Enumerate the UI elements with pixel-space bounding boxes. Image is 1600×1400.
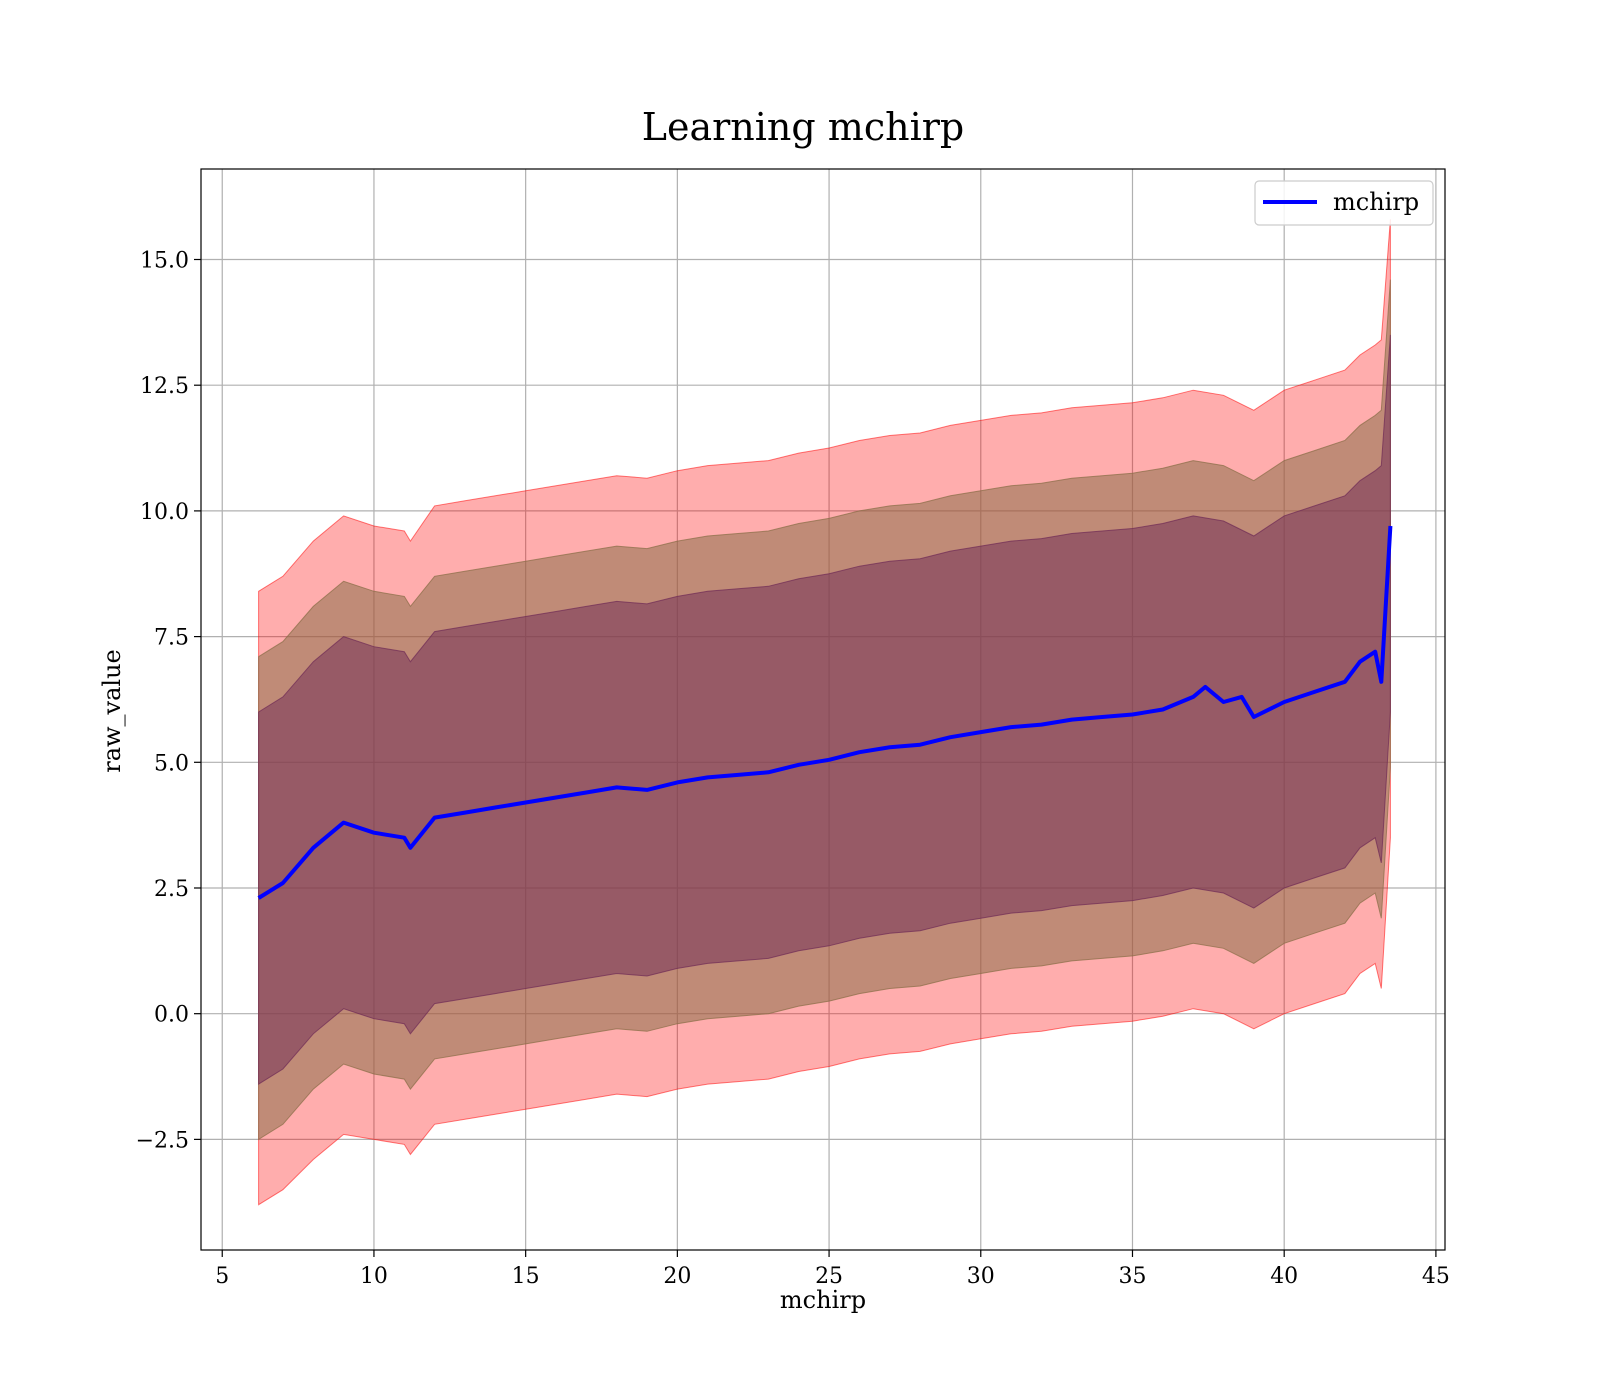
x-tick-label: 30 [967,1264,995,1289]
x-axis-label: mchirp [780,1286,866,1314]
y-tick-label: 5.0 [154,751,189,776]
x-tick-label: 20 [663,1264,691,1289]
x-tick-label: 10 [360,1264,388,1289]
y-tick-label: −2.5 [136,1128,189,1153]
y-tick-label: 2.5 [154,877,189,902]
confidence-bands [258,219,1391,1206]
x-tick-label: 40 [1270,1264,1298,1289]
y-axis-ticks: −2.5 0.0 2.5 5.0 7.5 10.0 12.5 15.0 [136,249,201,1153]
y-tick-label: 15.0 [140,249,189,274]
series-line-mchirp [257,525,1393,900]
plot-frame [200,168,1446,1251]
legend: mchirp [1254,180,1434,226]
y-tick-label: 12.5 [140,374,189,399]
x-tick-label: 15 [512,1264,540,1289]
y-tick-label: 0.0 [154,1003,189,1028]
legend-box [1254,180,1434,226]
y-axis-label: raw_value [98,649,126,773]
legend-label: mchirp [1333,188,1419,216]
x-tick-label: 35 [1118,1264,1146,1289]
y-tick-label: 7.5 [154,626,189,651]
x-tick-label: 25 [815,1264,843,1289]
y-tick-label: 10.0 [140,500,189,525]
band-3 [258,334,1391,1085]
x-tick-label: 5 [215,1264,229,1289]
x-tick-label: 45 [1422,1264,1450,1289]
chart-title: Learning mchirp [642,105,964,149]
x-axis-ticks: 5 10 15 20 25 30 35 40 45 [215,1250,1450,1289]
series-lines [257,525,1393,900]
